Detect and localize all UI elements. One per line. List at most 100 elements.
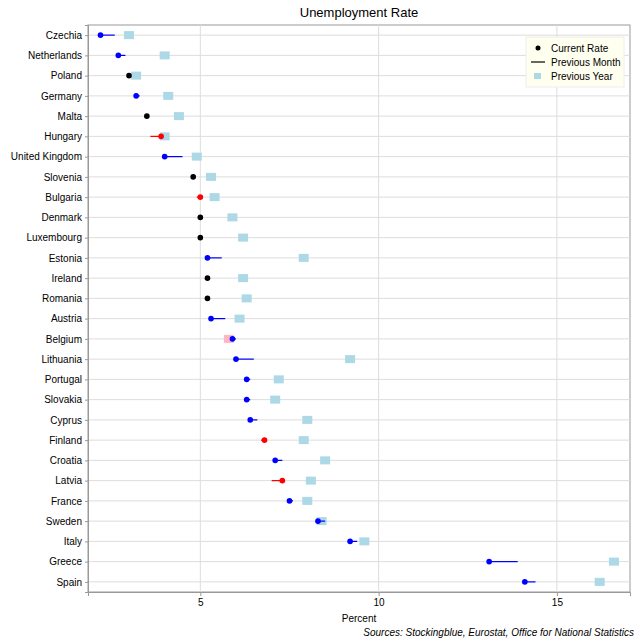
grid-line xyxy=(88,338,630,339)
y-tick-mark xyxy=(85,116,88,117)
y-tick: Netherlands xyxy=(28,50,88,61)
source-note: Sources: Stockingblue, Eurostat, Office … xyxy=(363,627,634,638)
previous-year-square xyxy=(306,477,316,485)
y-tick-label: Bulgaria xyxy=(45,192,82,203)
x-tick-label: 10 xyxy=(374,597,386,608)
legend-item: Current Rate xyxy=(536,43,609,54)
current-rate-dot xyxy=(244,397,250,403)
y-tick-label: Netherlands xyxy=(28,50,82,61)
y-tick-mark xyxy=(85,157,88,158)
previous-year-square xyxy=(299,436,309,444)
current-rate-dot xyxy=(280,478,286,484)
current-rate-dot xyxy=(315,518,321,524)
y-tick-mark xyxy=(85,238,88,239)
y-tick: Luxembourg xyxy=(26,232,88,243)
y-tick: Denmark xyxy=(41,212,88,223)
current-rate-dot xyxy=(144,113,150,119)
current-rate-dot xyxy=(262,437,268,443)
current-rate-dot xyxy=(198,194,204,200)
grid-line xyxy=(88,298,630,299)
grid-line xyxy=(88,399,630,400)
y-tick: Greece xyxy=(49,556,88,567)
grid-line xyxy=(556,25,557,592)
previous-year-square xyxy=(235,315,245,323)
legend-symbol xyxy=(534,73,541,79)
x-tick: 10 xyxy=(374,592,386,608)
grid-line xyxy=(88,217,630,218)
previous-year-square xyxy=(174,112,184,120)
legend-box xyxy=(526,37,624,87)
y-tick-mark xyxy=(85,278,88,279)
legend: Current RatePrevious MonthPrevious Year xyxy=(526,37,624,87)
y-tick-mark xyxy=(85,217,88,218)
y-tick-label: Italy xyxy=(64,536,82,547)
current-rate-dot xyxy=(347,539,353,545)
y-tick-mark xyxy=(85,197,88,198)
y-tick-mark xyxy=(85,96,88,97)
current-rate-dot xyxy=(198,235,204,241)
y-tick: Sweden xyxy=(46,516,88,527)
y-tick-label: Croatia xyxy=(50,455,83,466)
y-tick: France xyxy=(51,496,88,507)
x-axis-line xyxy=(89,593,631,597)
previous-year-square xyxy=(238,274,248,282)
grid-line xyxy=(88,278,630,279)
y-tick: Finland xyxy=(49,435,88,446)
previous-year-square xyxy=(299,254,309,262)
previous-year-square xyxy=(160,51,170,59)
grid-line xyxy=(88,460,630,461)
grid xyxy=(88,25,630,592)
y-tick-label: Poland xyxy=(51,70,82,81)
y-tick-mark xyxy=(85,379,88,380)
y-tick-label: Sweden xyxy=(46,516,82,527)
grid-line xyxy=(88,156,630,157)
y-tick-label: Luxembourg xyxy=(26,232,82,243)
x-tick-mark xyxy=(200,592,201,596)
grid-line xyxy=(88,257,630,258)
y-tick-mark xyxy=(85,136,88,137)
y-tick-mark xyxy=(85,501,88,502)
previous-year-square xyxy=(320,456,330,464)
y-tick-mark xyxy=(85,562,88,563)
grid-line xyxy=(88,318,630,319)
y-tick-mark xyxy=(85,359,88,360)
y-tick: Belgium xyxy=(46,334,88,345)
current-rate-dot xyxy=(98,32,104,38)
previous-year-square xyxy=(302,497,312,505)
y-tick-label: Slovakia xyxy=(44,394,82,405)
x-tick: 5 xyxy=(198,592,204,608)
y-tick: Bulgaria xyxy=(45,192,88,203)
y-tick-label: Slovenia xyxy=(44,172,83,183)
current-rate-dot xyxy=(126,73,132,79)
current-rate-dot xyxy=(287,498,293,504)
legend-label: Previous Year xyxy=(551,71,613,82)
y-tick-label: Denmark xyxy=(41,212,83,223)
grid-line xyxy=(88,480,630,481)
grid-line xyxy=(88,197,630,198)
marks xyxy=(98,31,619,586)
y-tick: Slovenia xyxy=(44,172,88,183)
y-tick-mark xyxy=(85,76,88,77)
previous-year-square xyxy=(206,173,216,181)
x-tick-mark xyxy=(557,592,558,596)
y-tick-label: Ireland xyxy=(51,273,82,284)
current-rate-dot xyxy=(205,296,211,302)
current-rate-dot xyxy=(133,93,139,99)
current-rate-dot xyxy=(486,559,492,565)
y-tick-label: Portugal xyxy=(45,374,82,385)
y-tick-label: Greece xyxy=(49,556,82,567)
y-tick-mark xyxy=(85,55,88,56)
grid-line xyxy=(88,440,630,441)
y-tick-label: Romania xyxy=(42,293,82,304)
grid-line xyxy=(378,25,379,592)
x-tick-label: 5 xyxy=(198,597,204,608)
previous-year-square xyxy=(192,153,202,161)
previous-year-square xyxy=(595,578,605,586)
x-axis-title: Percent xyxy=(342,613,377,624)
previous-year-square xyxy=(609,558,619,566)
y-tick-mark xyxy=(85,35,88,36)
current-rate-dot xyxy=(162,154,168,160)
y-tick: Hungary xyxy=(44,131,88,142)
current-rate-dot xyxy=(247,417,253,423)
grid-line xyxy=(200,25,201,592)
